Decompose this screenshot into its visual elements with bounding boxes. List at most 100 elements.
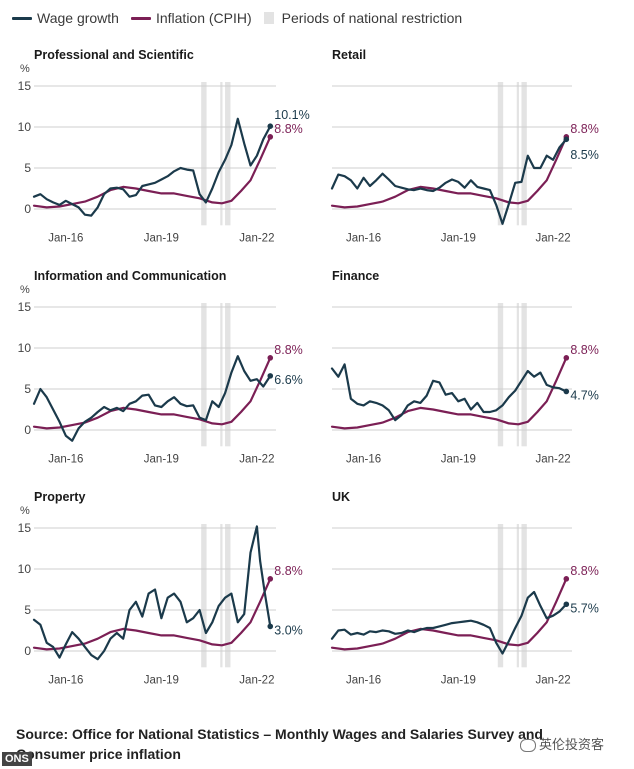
panel-title: Information and Communication <box>34 269 226 283</box>
restriction-band <box>497 524 504 668</box>
end-point-wage <box>267 623 274 630</box>
watermark-text: 英伦投资客 <box>539 737 605 752</box>
end-label-wage: 4.7% <box>570 388 599 402</box>
panel-property: Property% 0 5 10 15 Jan-16 Jan-19 Jan-22 8.8% 3.0… <box>18 490 303 686</box>
series-line-inflation <box>330 356 568 430</box>
end-label-wage: 8.5% <box>570 148 599 162</box>
end-label-inflation: 8.8% <box>274 122 303 136</box>
restriction-band <box>521 82 527 226</box>
x-tick-label: Jan-22 <box>535 232 570 244</box>
x-tick-label: Jan-16 <box>48 674 83 686</box>
y-tick-label: 5 <box>24 161 31 175</box>
x-tick-label: Jan-16 <box>346 453 381 465</box>
panel-title: Property <box>34 490 85 504</box>
source-note: Source: Office for National Statistics –… <box>16 726 543 762</box>
legend-item-restriction: Periods of national restriction <box>263 10 463 26</box>
series-line-inflation <box>32 577 272 651</box>
panel-professional-and-scientific: Professional and Scientific% 0 5 10 15 Jan-16… <box>18 48 310 244</box>
end-point-inflation <box>267 134 274 140</box>
panel-title: Retail <box>332 48 366 62</box>
restriction-band <box>220 82 223 226</box>
series-line-inflation <box>330 135 568 209</box>
y-tick-label: 5 <box>24 603 31 617</box>
end-label-wage: 3.0% <box>274 623 303 637</box>
panel-retail: Retail Jan-16 Jan-19 Jan-22 8.8% 8.5% <box>330 48 599 244</box>
legend-label-inflation: Inflation (CPIH) <box>155 10 252 26</box>
legend-label-restriction: Periods of national restriction <box>281 10 463 26</box>
x-tick-label: Jan-19 <box>441 674 476 686</box>
end-label-inflation: 8.8% <box>570 343 599 357</box>
x-tick-label: Jan-22 <box>239 453 274 465</box>
panel-finance: Finance Jan-16 Jan-19 Jan-22 8.8% 4.7% <box>330 269 599 465</box>
restriction-band <box>516 303 519 447</box>
end-point-wage <box>563 136 570 143</box>
end-point-wage <box>267 373 274 379</box>
end-point-wage <box>267 123 274 129</box>
end-point-wage <box>563 388 570 395</box>
y-tick-label: 0 <box>24 202 31 216</box>
panel-uk: UK Jan-16 Jan-19 Jan-22 8.8% 5.7% <box>330 490 599 686</box>
x-tick-label: Jan-16 <box>48 453 83 465</box>
legend-swatch-inflation <box>130 16 151 20</box>
watermark: 英伦投资客 <box>520 734 604 753</box>
y-unit-label: % <box>20 505 30 517</box>
series-line-inflation <box>330 577 568 651</box>
series-line-wage <box>32 525 272 661</box>
y-unit-label: % <box>20 63 30 75</box>
restriction-band <box>201 524 207 668</box>
legend-label-wage: Wage growth <box>37 10 119 26</box>
y-tick-label: 0 <box>24 644 31 658</box>
series-line-wage <box>330 590 568 655</box>
y-unit-label: % <box>20 284 30 296</box>
panel-title: UK <box>332 490 350 504</box>
series-line-wage <box>32 355 272 442</box>
x-tick-label: Jan-19 <box>441 453 476 465</box>
y-tick-label: 10 <box>18 562 32 576</box>
legend-item-wage: Wage growth <box>12 10 119 26</box>
restriction-band <box>497 82 504 226</box>
x-tick-label: Jan-19 <box>441 232 476 244</box>
end-label-inflation: 8.8% <box>570 122 599 136</box>
end-label-inflation: 8.8% <box>570 564 599 578</box>
restriction-band <box>225 303 231 447</box>
restriction-band <box>497 303 504 447</box>
x-tick-label: Jan-19 <box>144 453 179 465</box>
end-point-wage <box>563 601 570 608</box>
wechat-icon <box>520 739 536 753</box>
panel-title: Finance <box>332 269 379 283</box>
end-point-inflation <box>267 355 274 361</box>
restriction-band <box>201 82 207 226</box>
x-tick-label: Jan-16 <box>346 674 381 686</box>
legend-swatch-wage <box>12 16 32 20</box>
y-tick-label: 15 <box>18 300 32 314</box>
series-line-wage <box>330 363 568 422</box>
restriction-band <box>220 303 223 447</box>
ons-logo: ONS <box>2 752 32 766</box>
restriction-band <box>516 82 519 226</box>
end-label-wage: 5.7% <box>570 601 599 615</box>
legend: Wage growth Inflation (CPIH) Periods of … <box>12 9 474 27</box>
y-tick-label: 0 <box>24 423 31 437</box>
restriction-band <box>220 524 223 668</box>
end-label-inflation: 8.8% <box>274 343 303 357</box>
legend-item-inflation: Inflation (CPIH) <box>130 10 252 26</box>
end-point-inflation <box>267 576 274 582</box>
y-tick-label: 10 <box>18 341 32 355</box>
x-tick-label: Jan-22 <box>535 674 570 686</box>
x-tick-label: Jan-16 <box>346 232 381 244</box>
x-tick-label: Jan-22 <box>239 674 274 686</box>
series-line-wage <box>330 138 568 225</box>
x-tick-label: Jan-19 <box>144 232 179 244</box>
series-line-wage <box>32 117 272 217</box>
restriction-band <box>516 524 519 668</box>
series-line-inflation <box>32 135 272 209</box>
y-tick-label: 15 <box>18 521 32 535</box>
restriction-band <box>201 303 207 447</box>
series-line-inflation <box>32 356 272 430</box>
end-label-inflation: 8.8% <box>274 564 303 578</box>
y-tick-label: 10 <box>18 120 32 134</box>
end-label-wage: 6.6% <box>274 373 303 387</box>
restriction-band <box>521 524 527 668</box>
x-tick-label: Jan-16 <box>48 232 83 244</box>
small-multiples-chart: Professional and Scientific% 0 5 10 15 Jan-16… <box>18 48 599 686</box>
